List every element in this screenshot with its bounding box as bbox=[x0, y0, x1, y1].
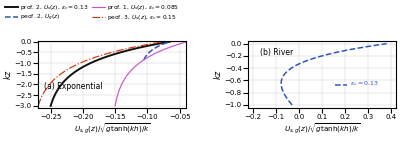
Text: (a) Exponential: (a) Exponential bbox=[44, 82, 102, 91]
X-axis label: $U_{s,g}(z)/\sqrt{g\tanh(kh)/k}$: $U_{s,g}(z)/\sqrt{g\tanh(kh)/k}$ bbox=[284, 122, 360, 136]
Text: $\epsilon_c=0.13$: $\epsilon_c=0.13$ bbox=[350, 79, 379, 88]
Y-axis label: $kz$: $kz$ bbox=[2, 69, 13, 80]
Legend: prof. 2, $U_s(z)$, $\epsilon_c=0.13$, peof. 2, $U_g(z)$, prof. 1, $U_s(z)$, $\ep: prof. 2, $U_s(z)$, $\epsilon_c=0.13$, pe… bbox=[5, 3, 179, 23]
Text: (b) River: (b) River bbox=[260, 48, 293, 57]
X-axis label: $U_{s,g}(z)/\sqrt{g\tanh(kh)/k}$: $U_{s,g}(z)/\sqrt{g\tanh(kh)/k}$ bbox=[74, 122, 150, 136]
Y-axis label: $kz$: $kz$ bbox=[212, 69, 223, 80]
